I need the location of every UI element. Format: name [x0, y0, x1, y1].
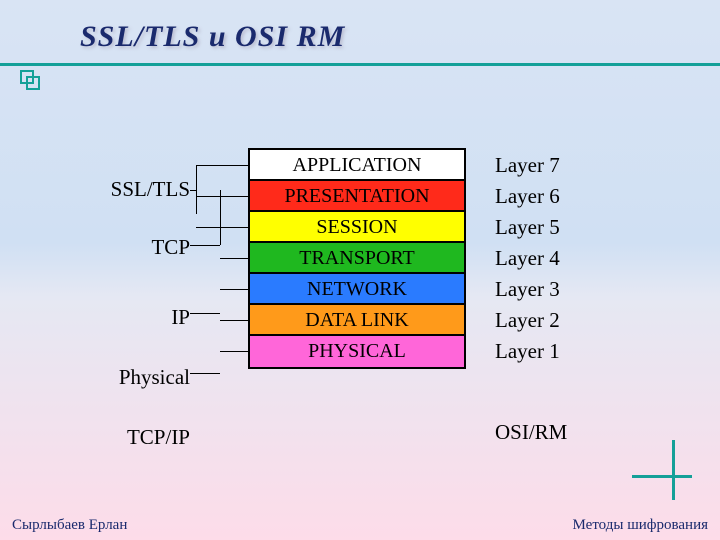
osi-row-network: NETWORK [250, 274, 464, 305]
mapping-bracket [196, 155, 248, 415]
layer-label-7: Layer 7 [495, 150, 560, 181]
ssl-tls-label: SSL/TLS [111, 177, 190, 202]
tcp-label: TCP [151, 235, 190, 260]
osi-row-application: APPLICATION [250, 150, 464, 181]
title-underline [0, 63, 720, 66]
osi-row-data-link: DATA LINK [250, 305, 464, 336]
tcpip-stack-label: TCP/IP [127, 425, 190, 450]
physical-label: Physical [119, 365, 190, 390]
corner-decoration-br [632, 440, 692, 500]
osi-rm-label: OSI/RM [495, 420, 567, 445]
footer-author: Сырлыбаев Ерлан [12, 517, 127, 534]
layer-label-2: Layer 2 [495, 305, 560, 336]
layer-label-3: Layer 3 [495, 274, 560, 305]
slide-title: SSL/TLS и OSI RM [80, 20, 345, 54]
osi-stack: APPLICATIONPRESENTATIONSESSIONTRANSPORTN… [248, 148, 466, 369]
osi-row-presentation: PRESENTATION [250, 181, 464, 212]
layer-label-5: Layer 5 [495, 212, 560, 243]
osi-row-session: SESSION [250, 212, 464, 243]
osi-row-transport: TRANSPORT [250, 243, 464, 274]
layer-label-4: Layer 4 [495, 243, 560, 274]
ip-label: IP [171, 305, 190, 330]
layer-label-6: Layer 6 [495, 181, 560, 212]
layer-label-1: Layer 1 [495, 336, 560, 367]
osi-row-physical: PHYSICAL [250, 336, 464, 367]
footer-topic: Методы шифрования [573, 517, 708, 534]
layer-number-column: Layer 7Layer 6Layer 5Layer 4Layer 3Layer… [495, 150, 560, 367]
